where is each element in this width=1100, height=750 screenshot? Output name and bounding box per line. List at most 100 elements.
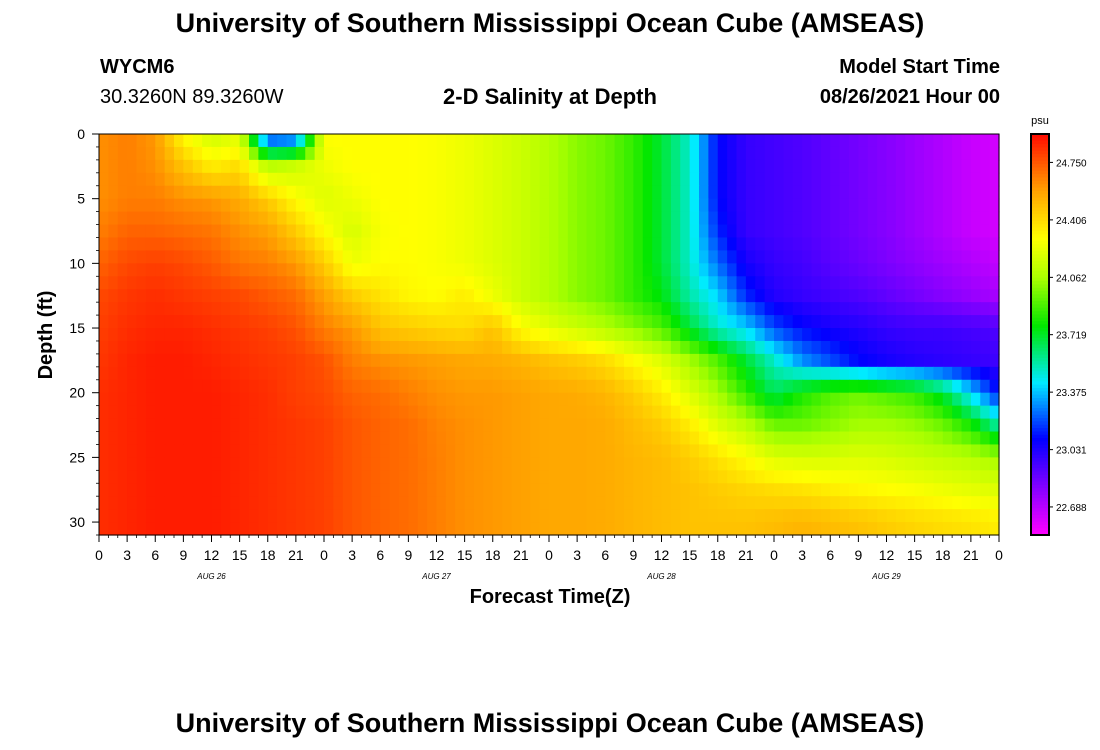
heatmap-cell (492, 198, 503, 213)
heatmap-cell (539, 405, 550, 420)
colorbar-segment (1031, 364, 1049, 369)
heatmap-cell (605, 211, 616, 226)
heatmap-cell (417, 289, 428, 303)
heatmap-cell (520, 457, 531, 471)
heatmap-cell (192, 198, 203, 213)
heatmap-cell (474, 483, 484, 497)
heatmap-cell (970, 522, 981, 536)
heatmap-cell (249, 159, 259, 174)
heatmap-cell (549, 470, 559, 484)
heatmap-cell (670, 353, 681, 368)
heatmap-cell (445, 522, 456, 536)
heatmap-cell (361, 315, 372, 329)
heatmap-cell (333, 379, 344, 394)
heatmap-cell (202, 134, 213, 148)
heatmap-cell (127, 250, 138, 264)
heatmap-cell (952, 146, 963, 161)
heatmap-cell (389, 315, 400, 329)
heatmap-cell (117, 224, 128, 239)
heatmap-cell (942, 353, 953, 368)
heatmap-cell (174, 289, 184, 303)
heatmap-cell (117, 392, 128, 407)
heatmap-cell (417, 340, 428, 355)
heatmap-cell (764, 457, 775, 471)
heatmap-cell (642, 366, 653, 381)
heatmap-cell (755, 405, 766, 420)
heatmap-cell (127, 289, 138, 303)
heatmap-cell (905, 289, 916, 303)
heatmap-cell (474, 134, 484, 148)
heatmap-cell (914, 509, 925, 523)
heatmap-cell (970, 340, 981, 355)
heatmap-cell (220, 379, 231, 394)
heatmap-cell (389, 211, 400, 226)
heatmap-cell (839, 392, 850, 407)
heatmap-cell (220, 457, 231, 471)
heatmap-cell (577, 237, 588, 252)
heatmap-cell (774, 522, 784, 536)
heatmap-cell (408, 444, 419, 458)
heatmap-cell (820, 496, 831, 510)
heatmap-cell (989, 237, 1000, 252)
heatmap-cell (324, 431, 334, 446)
heatmap-cell (736, 405, 747, 420)
colorbar-segment (1031, 257, 1049, 262)
heatmap-cell (324, 315, 334, 329)
heatmap-cell (924, 379, 934, 394)
heatmap-cell (417, 250, 428, 264)
heatmap-cell (539, 172, 550, 187)
heatmap-cell (689, 366, 700, 381)
heatmap-cell (399, 134, 409, 148)
heatmap-cell (764, 159, 775, 174)
heatmap-cell (624, 159, 634, 174)
heatmap-cell (483, 418, 494, 433)
heatmap-cell (699, 185, 709, 200)
heatmap-cell (774, 315, 784, 329)
heatmap-cell (736, 353, 747, 368)
heatmap-cell (117, 509, 128, 523)
colorbar-segment (1031, 421, 1049, 426)
heatmap-cell (642, 276, 653, 290)
heatmap-cell (211, 470, 222, 484)
heatmap-cell (661, 276, 672, 290)
heatmap-cell (924, 146, 934, 161)
heatmap-cell (783, 198, 794, 213)
heatmap-cell (839, 211, 850, 226)
heatmap-cell (399, 340, 409, 355)
heatmap-cell (108, 315, 119, 329)
heatmap-cell (539, 509, 550, 523)
heatmap-cell (511, 276, 522, 290)
heatmap-cell (295, 224, 306, 239)
heatmap-cell (614, 237, 625, 252)
heatmap-cell (258, 470, 269, 484)
heatmap-cell (661, 405, 672, 420)
heatmap-cell (745, 444, 756, 458)
heatmap-cell (436, 198, 447, 213)
heatmap-cell (417, 392, 428, 407)
heatmap-cell (295, 276, 306, 290)
heatmap-cell (277, 444, 288, 458)
heatmap-cell (445, 470, 456, 484)
heatmap-cell (127, 340, 138, 355)
heatmap-cell (352, 483, 363, 497)
heatmap-cell (624, 522, 634, 536)
heatmap-cell (389, 198, 400, 213)
heatmap-cell (380, 457, 391, 471)
heatmap-cell (895, 263, 906, 277)
heatmap-cell (155, 418, 166, 433)
heatmap-cell (258, 302, 269, 316)
heatmap-cell (258, 237, 269, 252)
heatmap-cell (933, 392, 944, 407)
heatmap-cell (136, 198, 147, 213)
heatmap-cell (614, 379, 625, 394)
heatmap-cell (867, 405, 878, 420)
heatmap-cell (230, 211, 241, 226)
heatmap-cell (811, 379, 822, 394)
heatmap-cell (249, 224, 259, 239)
heatmap-cell (436, 444, 447, 458)
heatmap-cell (136, 457, 147, 471)
heatmap-cell (727, 405, 738, 420)
heatmap-cell (867, 146, 878, 161)
heatmap-cell (324, 134, 334, 148)
heatmap-cell (174, 353, 184, 368)
